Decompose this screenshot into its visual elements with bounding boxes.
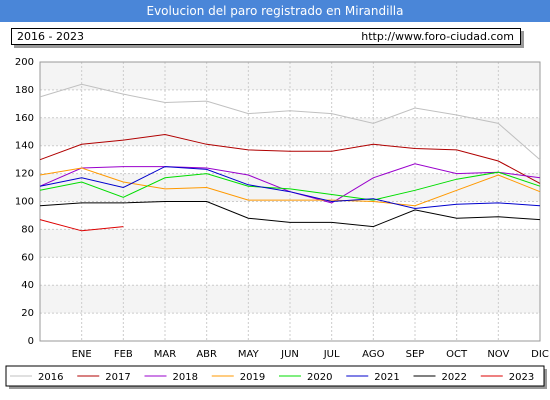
legend-label-2019: 2019 (240, 372, 265, 383)
x-tick-label: SEP (406, 349, 425, 360)
x-tick-label: ABR (196, 349, 217, 360)
y-tick-label: 80 (21, 224, 34, 235)
x-tick-label: JUN (280, 349, 299, 360)
plot-frame (39, 61, 541, 342)
legend-label-2023: 2023 (509, 372, 534, 383)
series-line-2019 (39, 167, 541, 207)
axes (39, 61, 541, 342)
series-line-2017 (39, 133, 541, 184)
info-bar: 2016 - 2023 http://www.foro-ciudad.com (11, 28, 521, 45)
legend-label-2016: 2016 (38, 372, 63, 383)
series-line-2023 (39, 219, 124, 232)
x-tick-label: DIC (531, 349, 549, 360)
y-tick-label: 0 (28, 336, 34, 347)
series-lines (39, 83, 541, 232)
y-tick-label: 40 (21, 280, 34, 291)
y-tick-label: 60 (21, 252, 34, 263)
y-tick-label: 120 (15, 169, 34, 180)
series-line-2016 (39, 83, 541, 161)
series-line-2022 (39, 201, 541, 228)
x-tick-labels: ENE FEB MAR ABR MAY JUN JUL AGO SEP OCT NOV DIC (72, 349, 549, 360)
y-tick-label: 200 (15, 57, 34, 68)
x-tick-label: JUL (323, 349, 340, 360)
period-label: 2016 - 2023 (17, 30, 84, 43)
series-line-2021 (39, 166, 541, 210)
y-tick-labels: 0 20 40 60 80 100 120 140 160 180 200 (15, 57, 34, 347)
legend-label-2018: 2018 (173, 372, 198, 383)
x-tick-label: FEB (114, 349, 133, 360)
x-tick-label: NOV (487, 349, 509, 360)
x-tick-label: MAY (238, 349, 260, 360)
x-tick-label: MAR (154, 349, 176, 360)
x-tick-label: ENE (72, 349, 92, 360)
y-tick-label: 180 (15, 85, 34, 96)
legend: 2016 2017 2018 2019 2020 2021 2022 2023 (5, 365, 547, 389)
y-tick-label: 160 (15, 113, 34, 124)
source-url: http://www.foro-ciudad.com (361, 30, 514, 43)
y-tick-label: 140 (15, 141, 34, 152)
y-tick-label: 20 (21, 308, 34, 319)
legend-label-2022: 2022 (442, 372, 467, 383)
x-tick-label: AGO (362, 349, 384, 360)
x-tick-label: OCT (446, 349, 468, 360)
y-tick-label: 100 (15, 197, 34, 208)
chart-title: Evolucion del paro registrado en Mirandi… (0, 0, 550, 22)
legend-label-2020: 2020 (307, 372, 332, 383)
series-line-2020 (39, 171, 541, 201)
legend-label-2017: 2017 (105, 372, 130, 383)
legend-label-2021: 2021 (374, 372, 399, 383)
legend-box (5, 365, 545, 387)
